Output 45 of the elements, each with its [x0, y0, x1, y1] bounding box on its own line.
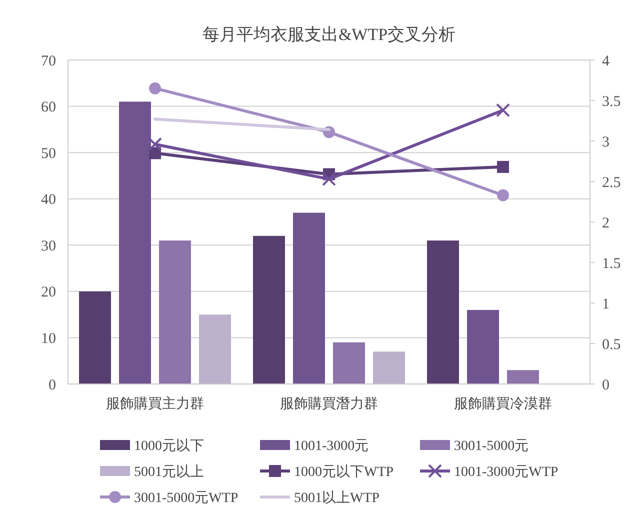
bar	[199, 314, 231, 384]
legend-label: 1001-3000元	[294, 438, 369, 454]
y2-tick-label: 4	[602, 53, 610, 70]
y2-tick-label: 2.5	[602, 174, 621, 191]
chart-title: 每月平均衣服支出&WTP交叉分析	[202, 25, 456, 44]
x-tick-label: 服飾購買潛力群	[280, 396, 378, 412]
y-tick-label: 60	[41, 100, 56, 116]
legend-label: 1001-3000元WTP	[454, 464, 558, 480]
bar	[79, 291, 111, 384]
x-tick-label: 服飾購買冷漠群	[454, 396, 552, 412]
legend-label: 3001-5000元	[454, 438, 529, 454]
bar	[293, 212, 325, 384]
point	[149, 82, 161, 94]
y-tick-label: 40	[41, 192, 56, 208]
bar	[427, 240, 459, 384]
legend-label: 3001-5000元WTP	[134, 490, 238, 506]
bar	[159, 240, 191, 384]
y-tick-label: 50	[41, 146, 56, 162]
point	[497, 189, 509, 202]
bar	[253, 236, 285, 384]
y2-tick-label: 0.5	[602, 336, 621, 353]
x-tick-label: 服飾購買主力群	[106, 396, 204, 412]
y-tick-label: 20	[41, 284, 56, 301]
legend-label: 1000元以下WTP	[294, 464, 394, 480]
legend-label: 1000元以下	[134, 438, 204, 454]
y2-tick-label: 3	[602, 134, 610, 150]
bar	[467, 310, 499, 384]
point	[322, 172, 336, 186]
bar	[373, 352, 405, 384]
legend-label: 5001以上WTP	[294, 490, 380, 506]
point	[496, 103, 510, 118]
y-tick-label: 30	[41, 238, 56, 254]
y2-tick-label: 0	[602, 377, 610, 394]
bar	[333, 342, 365, 384]
bar	[507, 370, 539, 384]
y-tick-label: 70	[41, 53, 56, 70]
y2-tick-label: 2	[602, 215, 610, 232]
point	[148, 137, 162, 152]
y2-tick-label: 1	[602, 296, 610, 312]
legend-label: 5001元以上	[134, 464, 204, 480]
y-tick-label: 0	[48, 377, 56, 394]
point	[497, 160, 509, 173]
y2-tick-label: 1.5	[602, 256, 621, 272]
y2-tick-label: 3.5	[602, 94, 621, 110]
y-tick-label: 10	[41, 330, 56, 347]
